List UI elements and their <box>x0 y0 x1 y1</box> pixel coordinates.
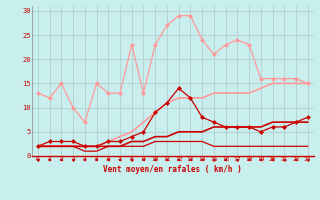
X-axis label: Vent moyen/en rafales ( km/h ): Vent moyen/en rafales ( km/h ) <box>103 165 242 174</box>
